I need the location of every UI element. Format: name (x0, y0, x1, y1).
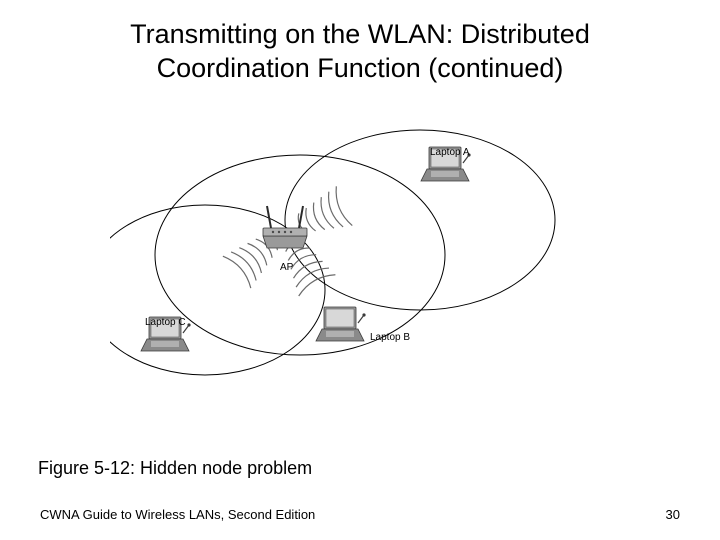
laptop-a-label: Laptop A (430, 147, 470, 158)
footer-source: CWNA Guide to Wireless LANs, Second Edit… (40, 507, 315, 522)
laptop-a: Laptop A (421, 147, 471, 181)
hidden-node-diagram: Laptop A Laptop B Laptop C AP (110, 110, 560, 430)
figure-caption: Figure 5-12: Hidden node problem (38, 458, 312, 479)
laptop-b: Laptop B (316, 307, 410, 343)
title-line-1: Transmitting on the WLAN: Distributed (130, 19, 590, 49)
title-line-2: Coordination Function (continued) (157, 53, 564, 83)
ap-label: AP (280, 262, 294, 273)
laptop-c-label: Laptop C (145, 317, 186, 328)
laptop-c: Laptop C (141, 317, 191, 351)
slide-title: Transmitting on the WLAN: Distributed Co… (0, 18, 720, 86)
page-number: 30 (666, 507, 680, 522)
laptop-b-label: Laptop B (370, 332, 410, 343)
